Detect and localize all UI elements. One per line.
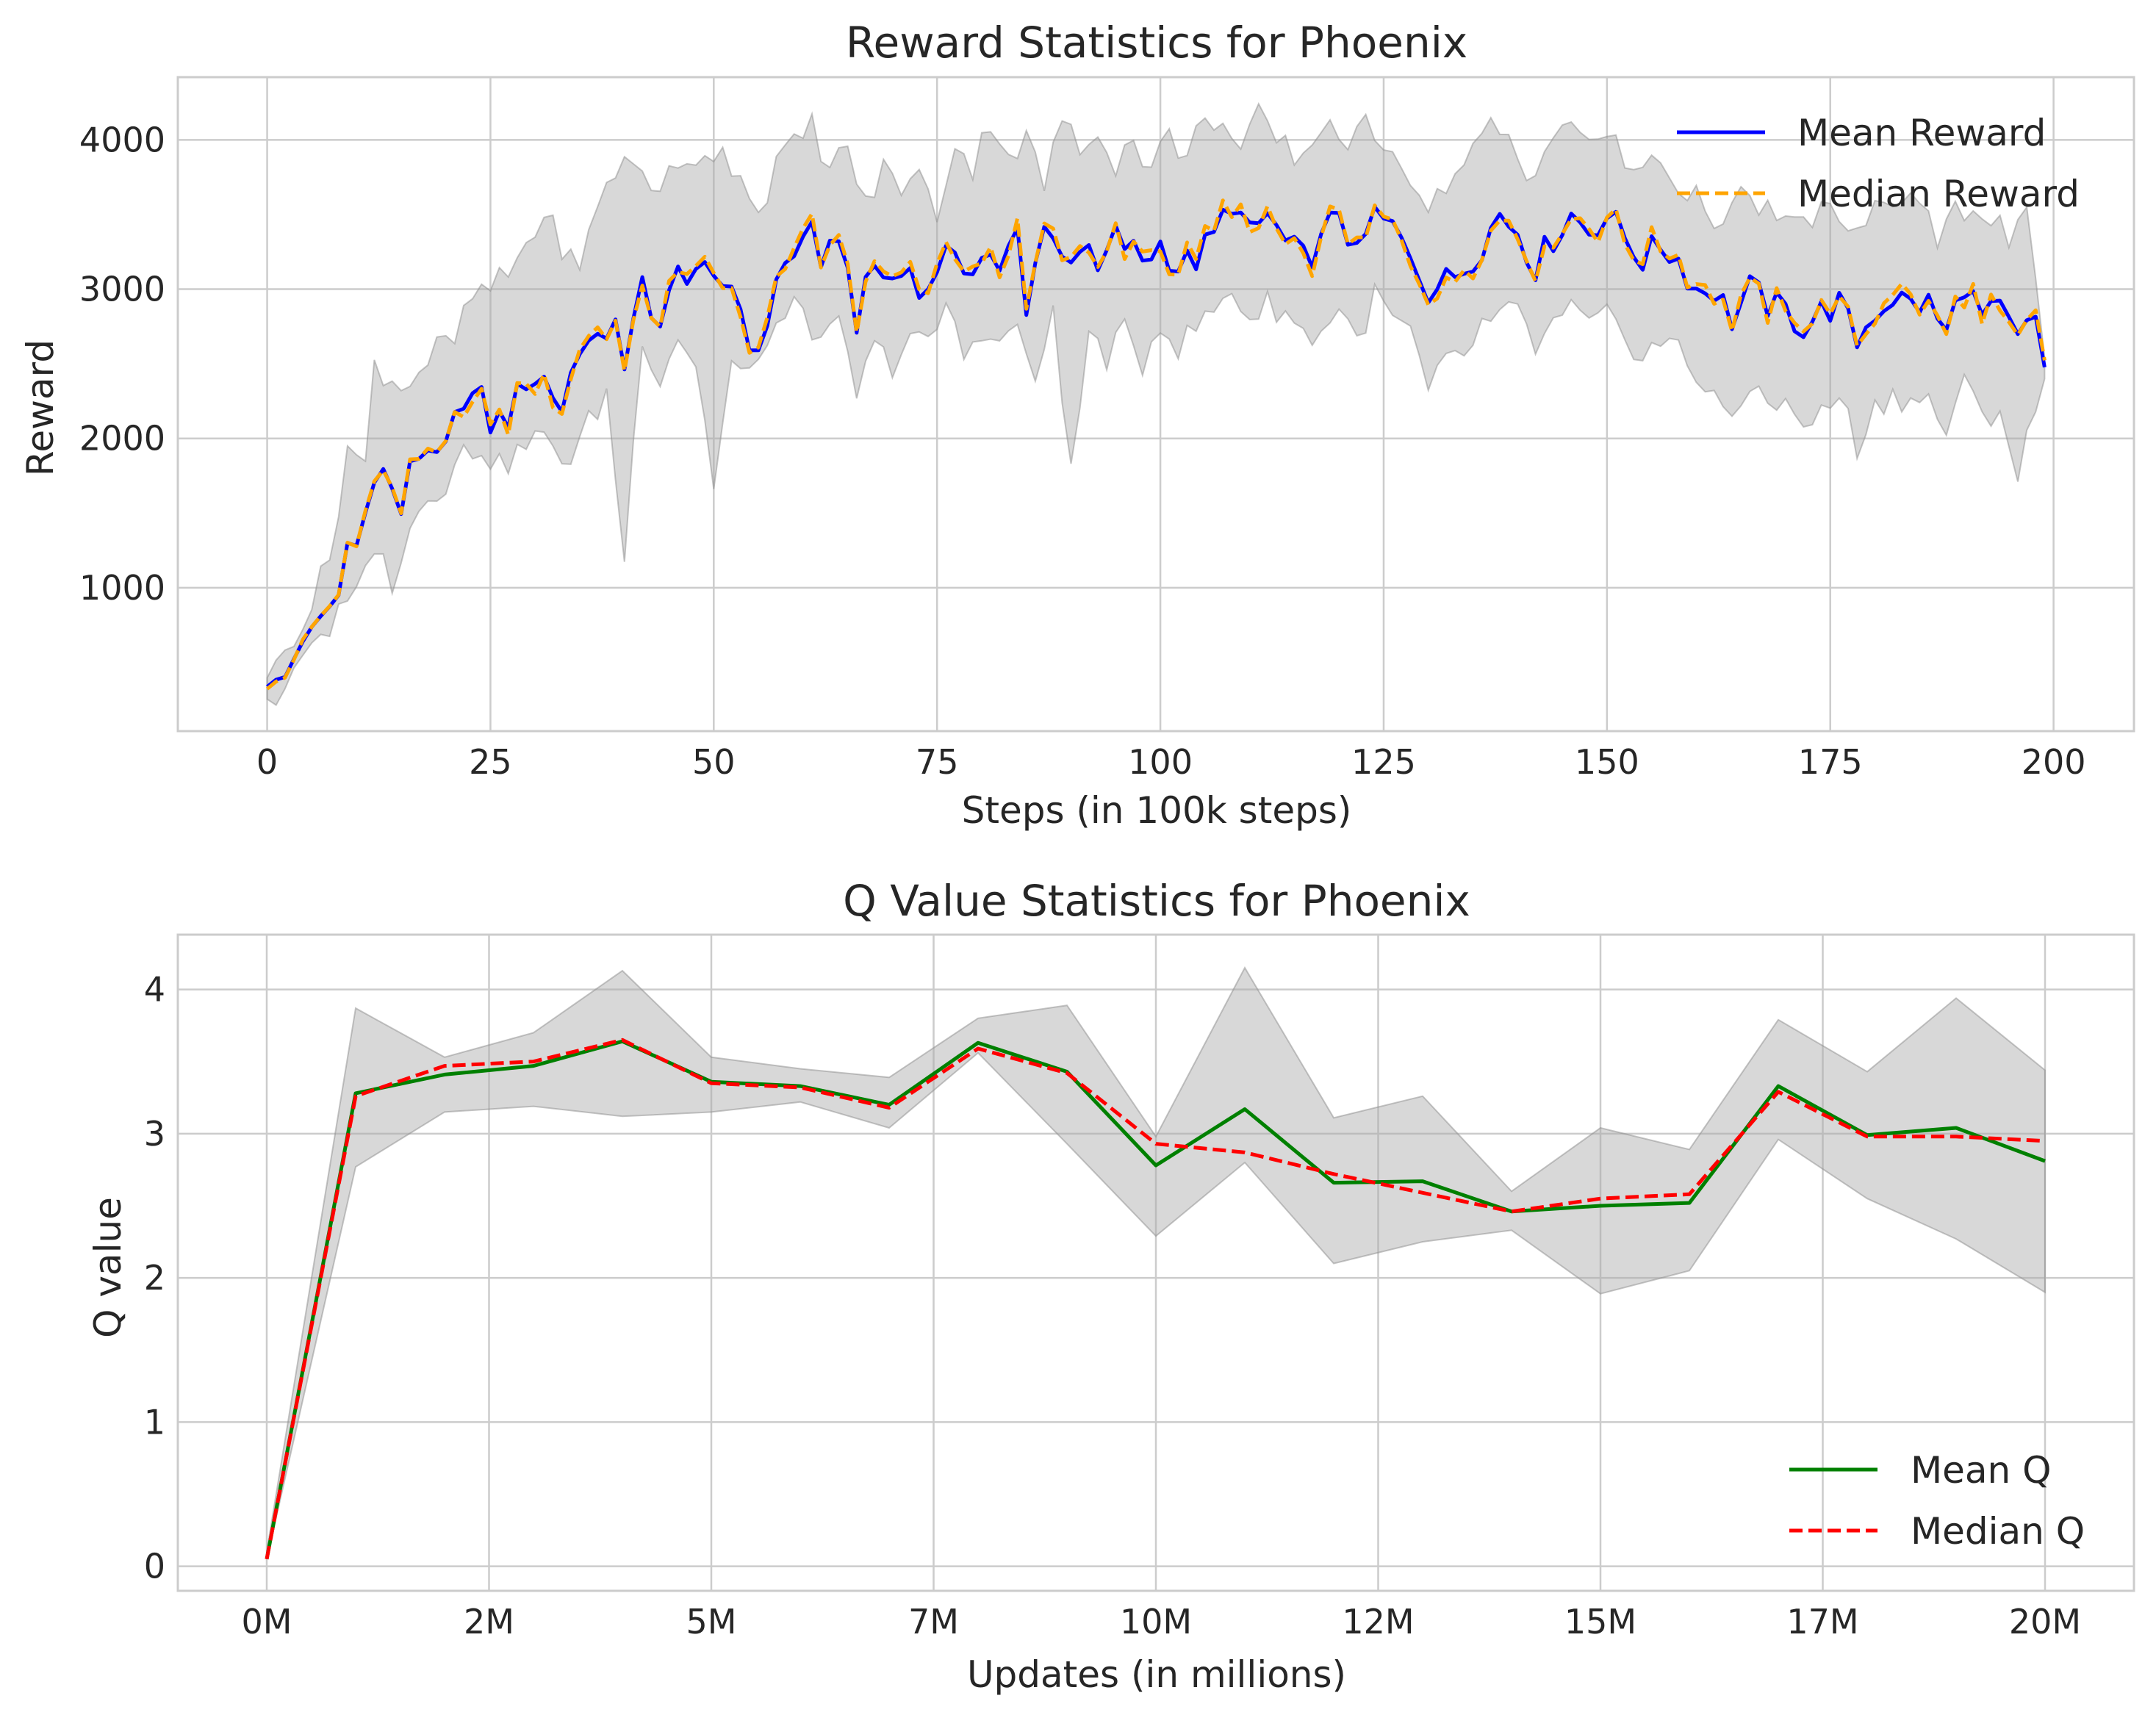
x-tick-label: 5M	[686, 1602, 737, 1642]
y-tick-label: 3	[144, 1114, 165, 1154]
x-tick-label: 7M	[908, 1602, 959, 1642]
x-tick-label: 200	[2022, 742, 2086, 782]
reward-plot-area: 0 25 50 75 100 125 150 175 200 1000 2000 3000 4000	[79, 76, 2135, 782]
y-tick-label: 2	[144, 1258, 165, 1298]
reward-chart-title: Reward Statistics for Phoenix	[846, 18, 1467, 68]
plot-frame	[176, 76, 2135, 733]
x-tick-label: 2M	[464, 1602, 514, 1642]
reward-range-band	[266, 101, 2046, 707]
reward-x-axis-label: Steps (in 100k steps)	[962, 789, 1352, 832]
q-y-axis-label: Q value	[87, 1197, 129, 1338]
x-tick-label: 10M	[1120, 1602, 1192, 1642]
y-tick-label: 4000	[79, 120, 165, 159]
q-chart-title: Q Value Statistics for Phoenix	[843, 876, 1470, 926]
x-tick-label: 175	[1798, 742, 1863, 782]
reward-legend: Mean Reward Median Reward	[1677, 112, 2080, 215]
q-x-axis-label: Updates (in millions)	[967, 1653, 1346, 1696]
x-tick-label: 0	[256, 742, 278, 782]
legend-label-median-reward: Median Reward	[1797, 173, 2080, 215]
x-tick-label: 0M	[242, 1602, 292, 1642]
q-plot-area: 0M 2M 5M 7M 10M 12M 15M 17M 20M 0 1 2 3 4	[144, 933, 2135, 1642]
x-tick-label: 17M	[1786, 1602, 1858, 1642]
x-tick-label: 20M	[2009, 1602, 2081, 1642]
median-q-line	[265, 1038, 2046, 1560]
x-tick-label: 150	[1575, 742, 1639, 782]
x-tick-label: 12M	[1342, 1602, 1414, 1642]
q-legend: Mean Q Median Q	[1789, 1449, 2085, 1553]
legend-label-mean-q: Mean Q	[1911, 1449, 2051, 1492]
y-tick-label: 2000	[79, 419, 165, 459]
plot-frame	[176, 933, 2135, 1592]
x-tick-label: 100	[1128, 742, 1193, 782]
y-tick-label: 0	[144, 1547, 165, 1586]
x-tick-label: 15M	[1564, 1602, 1636, 1642]
x-tick-label: 125	[1351, 742, 1416, 782]
y-tick-label: 1	[144, 1402, 165, 1442]
legend-label-mean-reward: Mean Reward	[1797, 112, 2046, 154]
reward-chart: Reward Statistics for Phoenix 0 25 50 75 100…	[19, 18, 2135, 832]
x-tick-label: 25	[469, 742, 512, 782]
q-value-chart: Q Value Statistics for Phoenix 0M 2M 5M 7M 1…	[87, 876, 2135, 1696]
reward-y-axis-label: Reward	[19, 339, 62, 476]
x-tick-label: 75	[916, 742, 959, 782]
y-tick-label: 1000	[79, 568, 165, 608]
legend-label-median-q: Median Q	[1911, 1510, 2085, 1553]
x-tick-label: 50	[692, 742, 736, 782]
y-tick-label: 4	[144, 970, 165, 1010]
q-range-band	[266, 966, 2046, 1560]
median-reward-line	[266, 198, 2047, 691]
y-tick-label: 3000	[79, 270, 165, 309]
